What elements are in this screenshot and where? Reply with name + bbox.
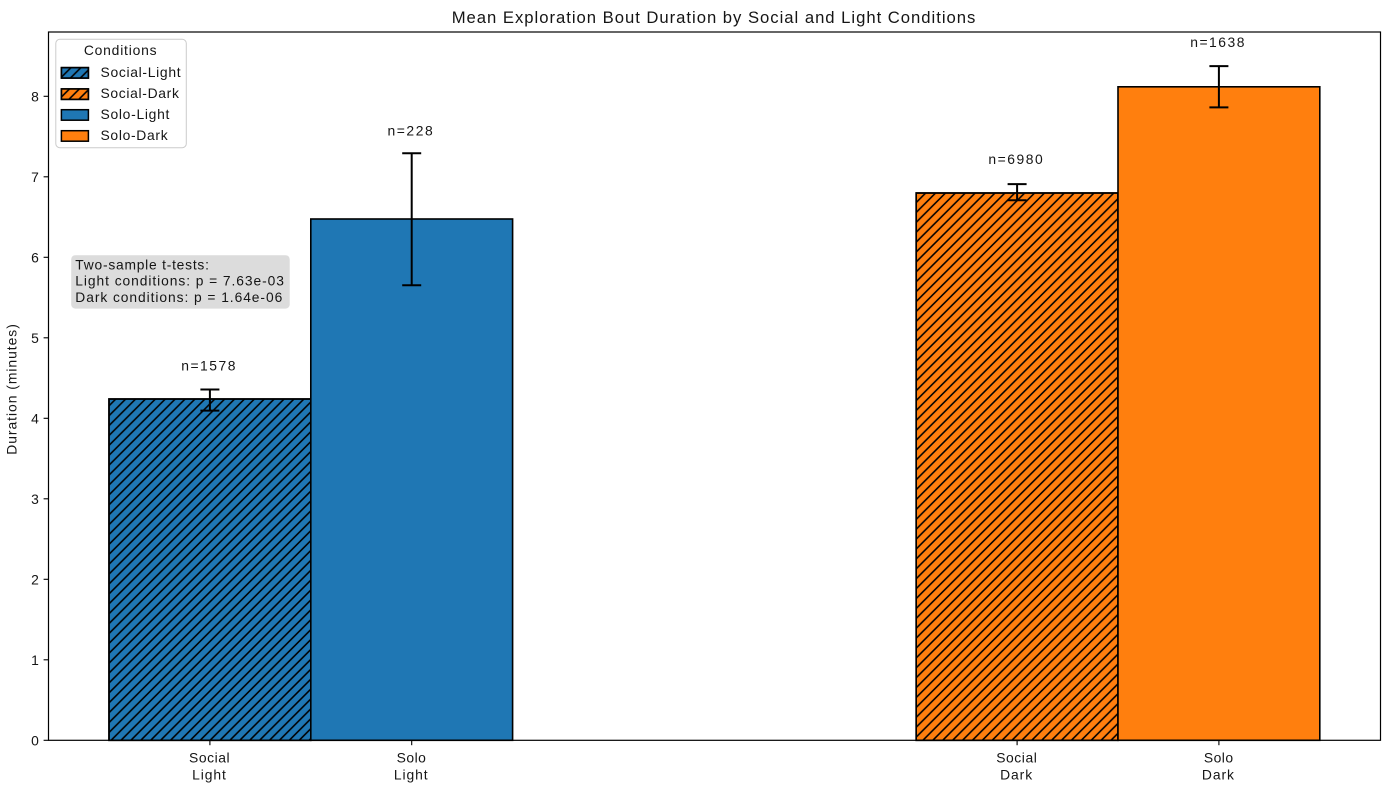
svg-text:3: 3 [31,491,39,507]
svg-text:5: 5 [31,330,39,346]
svg-text:Duration (minutes): Duration (minutes) [4,323,20,455]
svg-text:Social: Social [189,750,230,766]
svg-text:Two-sample t-tests:: Two-sample t-tests: [75,257,209,272]
svg-text:Solo: Solo [397,750,427,766]
svg-text:Solo-Dark: Solo-Dark [101,127,169,143]
svg-text:Solo: Solo [1204,750,1234,766]
svg-text:Social: Social [996,750,1037,766]
svg-text:n=1578: n=1578 [181,358,237,374]
svg-text:Light: Light [192,767,227,783]
svg-text:Conditions: Conditions [84,42,157,58]
svg-text:Dark: Dark [1000,767,1033,783]
svg-text:Social-Dark: Social-Dark [101,85,180,101]
svg-text:4: 4 [31,410,39,426]
svg-text:2: 2 [31,571,39,587]
svg-text:Solo-Light: Solo-Light [101,106,171,122]
svg-text:Mean Exploration Bout Duration: Mean Exploration Bout Duration by Social… [452,8,977,27]
svg-text:n=6980: n=6980 [988,151,1044,167]
svg-text:Light conditions: p = 7.63e-03: Light conditions: p = 7.63e-03 [75,274,285,289]
svg-text:Light: Light [394,767,429,783]
svg-text:n=228: n=228 [387,122,434,138]
svg-text:Dark conditions: p = 1.64e-06: Dark conditions: p = 1.64e-06 [75,290,283,305]
svg-text:1: 1 [31,652,39,668]
svg-text:7: 7 [31,169,39,185]
svg-text:n=1638: n=1638 [1190,34,1246,50]
svg-text:Dark: Dark [1202,767,1235,783]
svg-text:0: 0 [31,732,39,748]
svg-text:Social-Light: Social-Light [101,64,182,80]
svg-text:8: 8 [31,88,39,104]
svg-text:6: 6 [31,249,39,265]
